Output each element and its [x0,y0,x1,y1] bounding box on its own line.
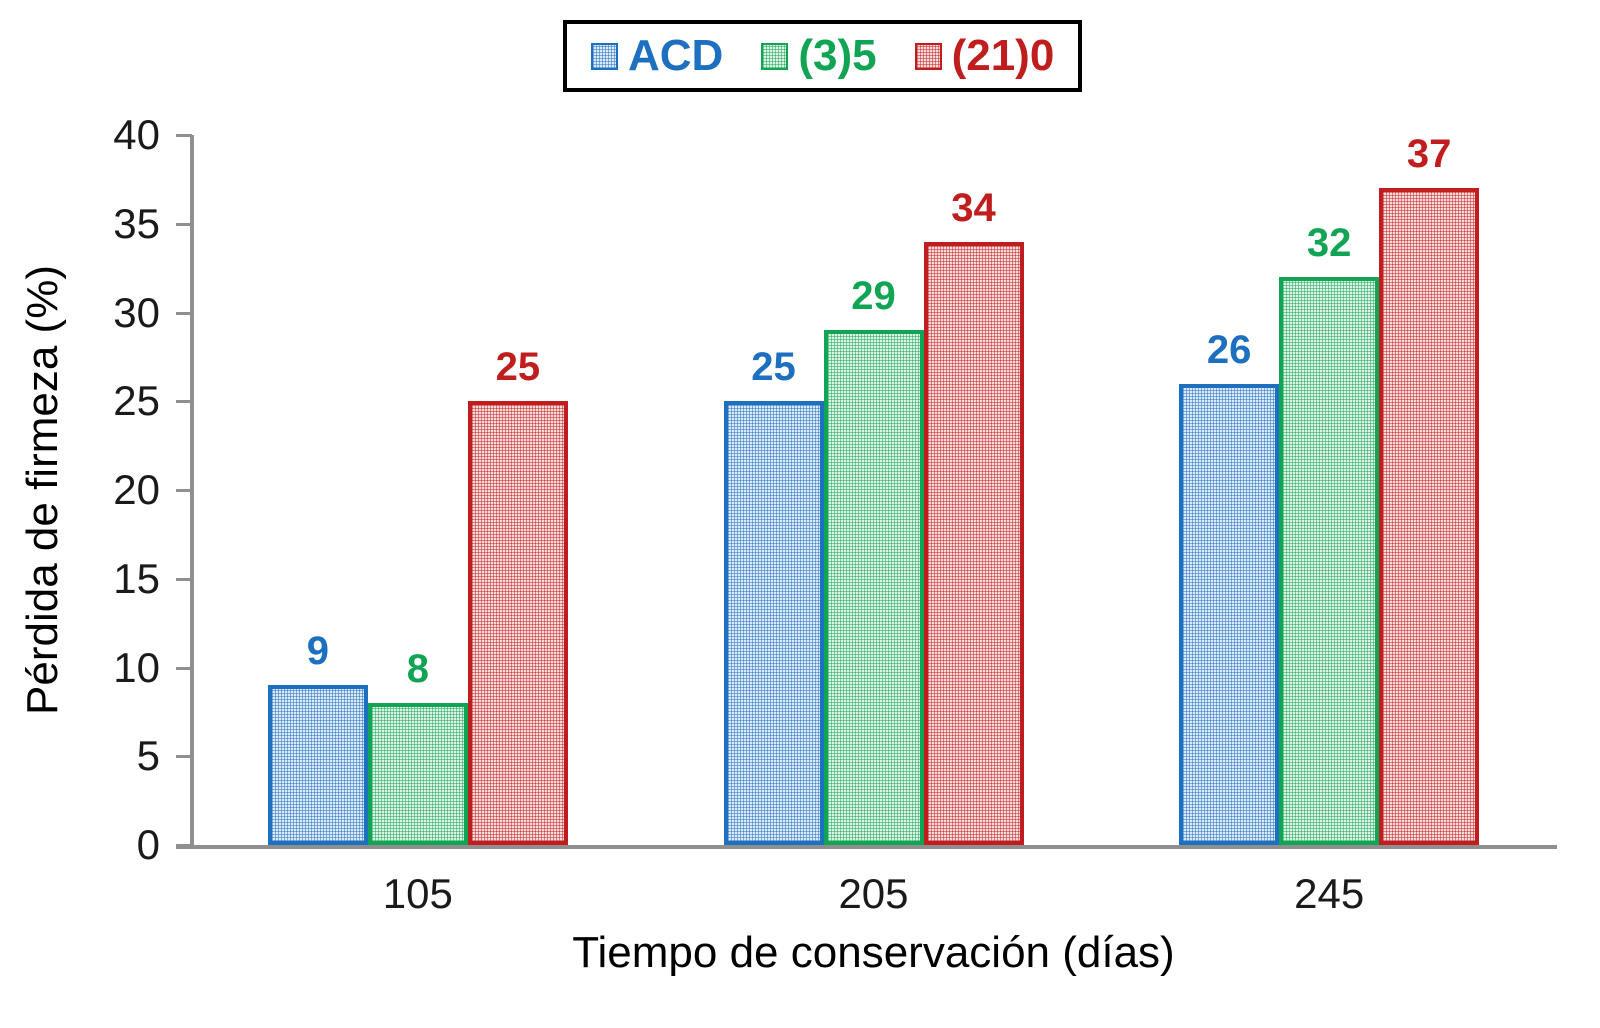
x-tick-label: 105 [382,870,453,917]
y-tick-mark [176,755,192,759]
y-tick-mark [176,134,192,137]
y-tick-label: 5 [136,732,160,780]
y-tick-label: 20 [113,466,160,513]
y-tick-mark [176,666,192,670]
bar-ACD-245 [1179,383,1280,845]
bar-ACD-205 [723,401,824,845]
y-tick-label: 35 [113,199,160,247]
bar-value-label: 25 [751,345,796,390]
bar-value-label: 26 [1206,327,1252,372]
bar-(3)5-205 [823,330,924,845]
bar-value-label: 8 [406,647,429,691]
bar-value-label: 37 [1406,132,1452,177]
bar-value-label: 34 [951,185,996,230]
legend-item-(21)0: (21)0 [914,31,1055,80]
legend-item-ACD: ACD [591,34,723,78]
y-tick-mark [176,489,192,492]
legend-item-(3)5: (3)5 [761,31,877,80]
legend-swatch-icon [591,42,618,70]
legend-label: (3)5 [798,31,877,80]
y-tick-label: 30 [113,288,160,336]
y-tick-label: 40 [113,111,160,158]
bar-value-label: 9 [306,629,329,674]
y-tick-mark [176,577,192,581]
bar-ACD-105 [267,685,368,845]
y-tick-label: 0 [136,821,160,868]
y-axis-line [190,135,194,847]
legend-swatch-icon [761,42,789,70]
bar-value-label: 29 [851,274,896,319]
x-axis-line [176,845,1557,849]
y-tick-label: 25 [113,377,160,425]
bar-(3)5-105 [367,703,468,845]
bar-value-label: 25 [495,345,541,390]
legend: ACD (3)5 (21)0 [563,20,1083,92]
bar-(21)0-205 [923,241,1024,845]
y-tick-mark [176,311,192,315]
legend-swatch-icon [914,42,942,70]
y-tick-label: 10 [113,643,160,691]
x-tick-label: 245 [1294,870,1365,917]
legend-label: ACD [628,31,724,80]
bar-(3)5-245 [1279,277,1380,845]
plot-area: 9 8 25 25 29 34 26 32 37 [190,132,1557,845]
y-tick-label: 15 [113,554,160,602]
legend-label: (21)0 [951,31,1055,80]
x-tick-label: 205 [838,870,909,917]
y-tick-mark [176,400,192,404]
y-tick-mark [176,222,192,226]
x-axis-title: Tiempo de conservación (días) [572,928,1175,977]
bar-(21)0-105 [467,401,568,845]
bar-value-label: 32 [1306,221,1352,265]
bar-(21)0-245 [1379,188,1480,845]
